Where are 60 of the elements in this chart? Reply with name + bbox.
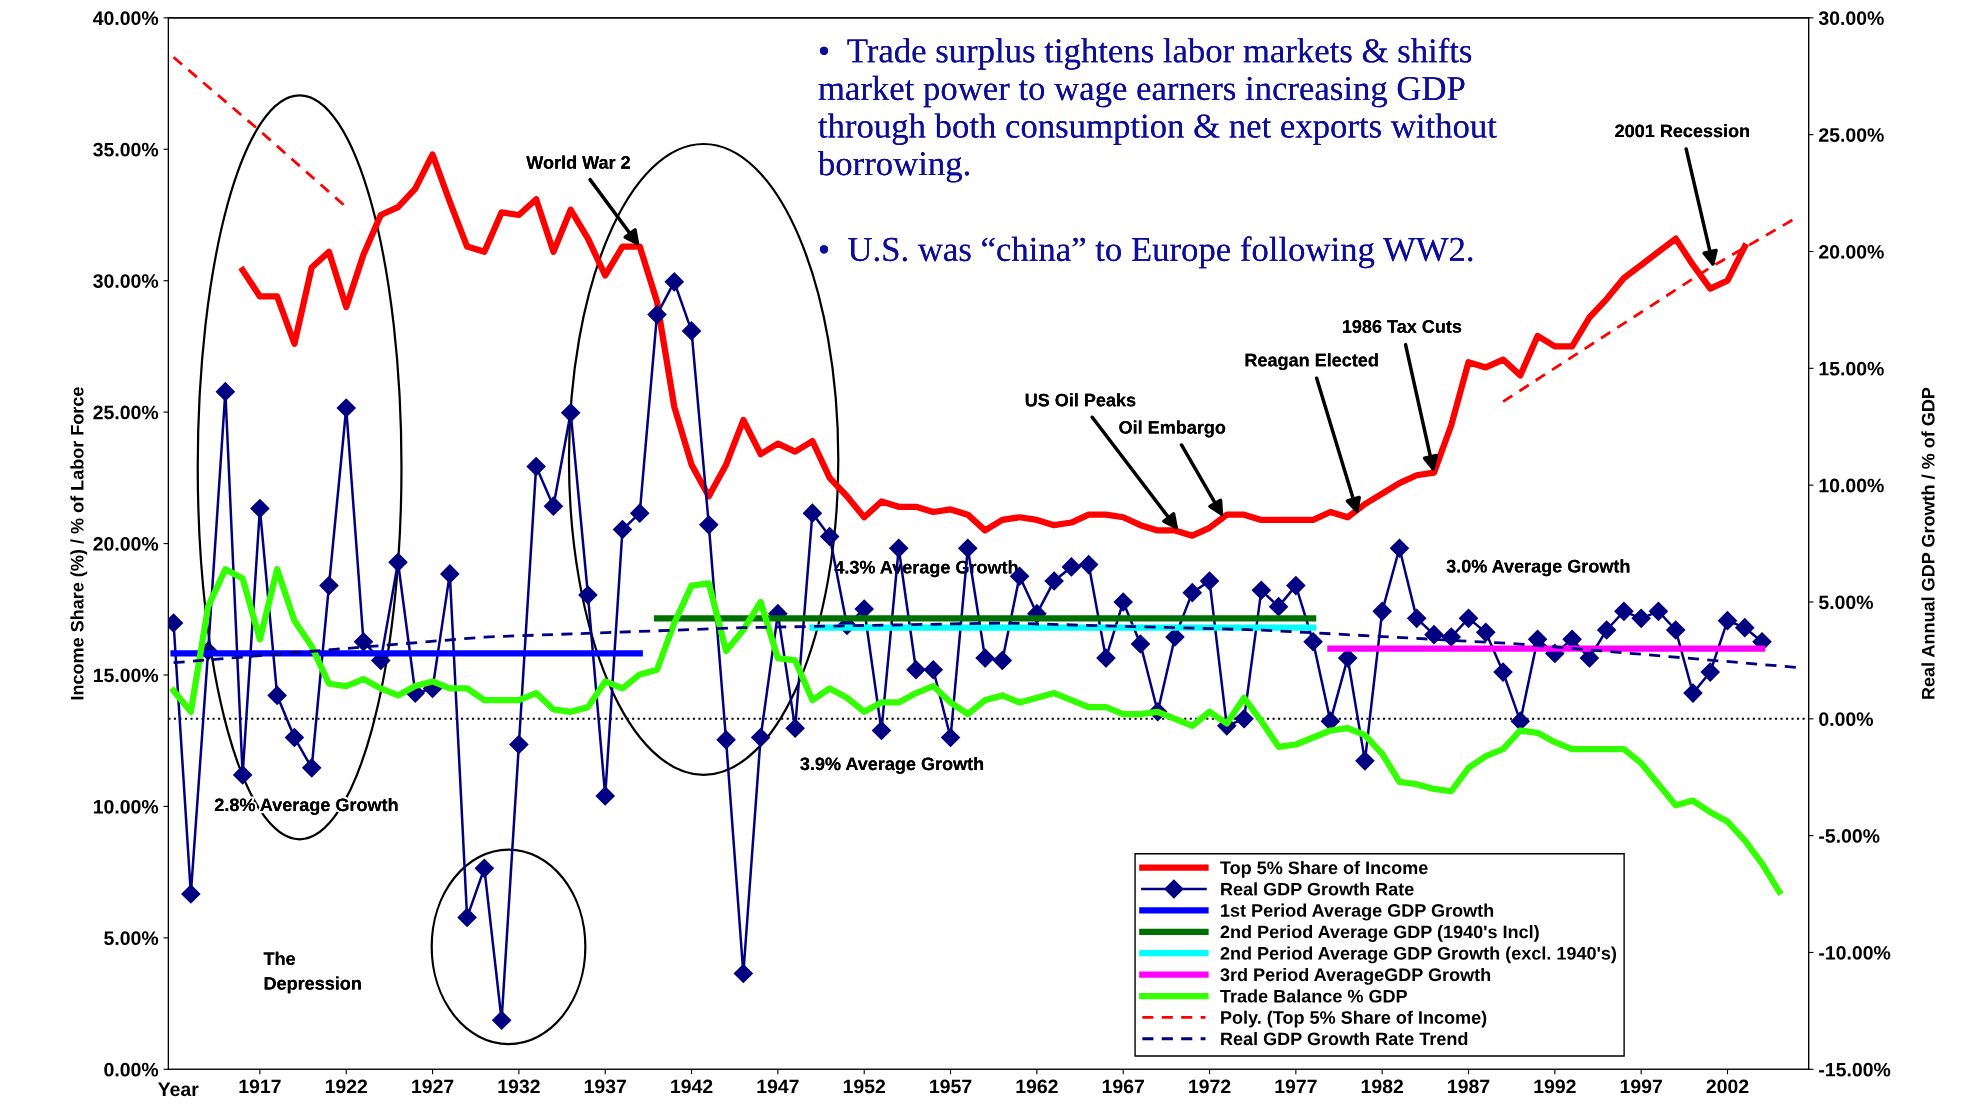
- x-tick-label: 1982: [1361, 1079, 1404, 1094]
- annotation: • Trade surplus tightens labor markets & shifts market power to wage earners increasing GDP through both consumption & net exports without borrowing.: [817, 37, 1497, 183]
- y-tick-label: 10.00%: [93, 799, 159, 814]
- x-tick-label: 1957: [930, 1079, 972, 1094]
- legend-label: 2nd Period Average GDP Growth (excl. 1940's): [1220, 946, 1617, 964]
- y-tick-label: 0.00%: [104, 1062, 159, 1077]
- y-tick-label: 20.00%: [93, 537, 159, 551]
- y-tick-label: 35.00%: [93, 142, 159, 157]
- x-tick-label: 1932: [498, 1079, 540, 1094]
- x-tick-label: 1962: [1016, 1079, 1058, 1094]
- x-tick-label: 1942: [671, 1079, 713, 1094]
- x-tick-label: 1952: [843, 1079, 886, 1094]
- y-tick-label: 15.00%: [93, 668, 159, 683]
- x-tick-label: 1937: [584, 1079, 626, 1094]
- x-axis-title: Year: [158, 1082, 199, 1097]
- legend-label: 2nd Period Average GDP (1940's Incl): [1220, 925, 1539, 942]
- legend-label: 1st Period Average GDP Growth: [1221, 903, 1494, 921]
- y2-tick-label: -10.00%: [1819, 945, 1891, 960]
- y2-tick-label: 10.00%: [1819, 478, 1884, 493]
- x-tick-label: 1947: [757, 1079, 799, 1094]
- annotation: Oil Embargo: [1119, 420, 1226, 438]
- y-tick-label: 40.00%: [93, 11, 159, 26]
- annotation: US Oil Peaks: [1025, 393, 1136, 407]
- x-tick-label: 1992: [1534, 1079, 1576, 1094]
- legend-label: Real GDP Growth Rate: [1221, 882, 1414, 896]
- y2-tick-label: -5.00%: [1819, 829, 1880, 843]
- annotation: 1986 Tax Cuts: [1342, 320, 1462, 333]
- x-tick-label: 1927: [412, 1079, 454, 1094]
- y2-tick-label: 20.00%: [1819, 244, 1884, 259]
- x-tick-label: 2002: [1706, 1079, 1749, 1094]
- y2-tick-label: 0.00%: [1819, 712, 1873, 727]
- y-tick-label: 30.00%: [93, 274, 159, 288]
- legend-label: 3rd Period AverageGDP Growth: [1220, 967, 1491, 985]
- annotation: World War 2: [526, 155, 630, 169]
- y2-tick-label: 15.00%: [1819, 361, 1884, 376]
- y2-tick-label: -15.00%: [1819, 1062, 1891, 1077]
- y-axis-title: Income Share (%) / % of Labor Force: [70, 387, 88, 700]
- x-tick-label: 1987: [1448, 1079, 1490, 1094]
- x-tick-label: 1922: [325, 1079, 368, 1094]
- annotation: 3.9% Average Growth: [800, 756, 984, 774]
- annotation: • U.S. was “china” to Europe following WW2.: [819, 236, 1473, 269]
- y-tick-label: 25.00%: [93, 405, 159, 420]
- legend-label: Trade Balance % GDP: [1220, 989, 1407, 1003]
- annotation: 2001 Recession: [1615, 124, 1749, 138]
- y2-tick-label: 30.00%: [1818, 11, 1884, 26]
- legend-label: Poly. (Top 5% Share of Income): [1221, 1010, 1487, 1028]
- legend-label: Top 5% Share of Income: [1220, 860, 1428, 878]
- y2-tick-label: 25.00%: [1819, 128, 1884, 142]
- x-tick-label: 1917: [239, 1079, 281, 1094]
- y2-axis-title: Real Annual GDP Growth / % of GDP: [1921, 387, 1935, 699]
- y-tick-label: 5.00%: [104, 931, 159, 946]
- x-tick-label: 1997: [1620, 1079, 1662, 1094]
- x-tick-label: 1977: [1275, 1079, 1317, 1094]
- annotation: 3.0% Average Growth: [1446, 559, 1630, 577]
- x-tick-label: 1972: [1189, 1079, 1231, 1094]
- annotation: Reagan Elected: [1245, 353, 1378, 371]
- y2-tick-label: 5.00%: [1818, 595, 1873, 610]
- annotation: The Depression: [263, 951, 361, 994]
- x-tick-label: 1967: [1102, 1079, 1144, 1094]
- legend-label: Real GDP Growth Rate Trend: [1221, 1032, 1468, 1046]
